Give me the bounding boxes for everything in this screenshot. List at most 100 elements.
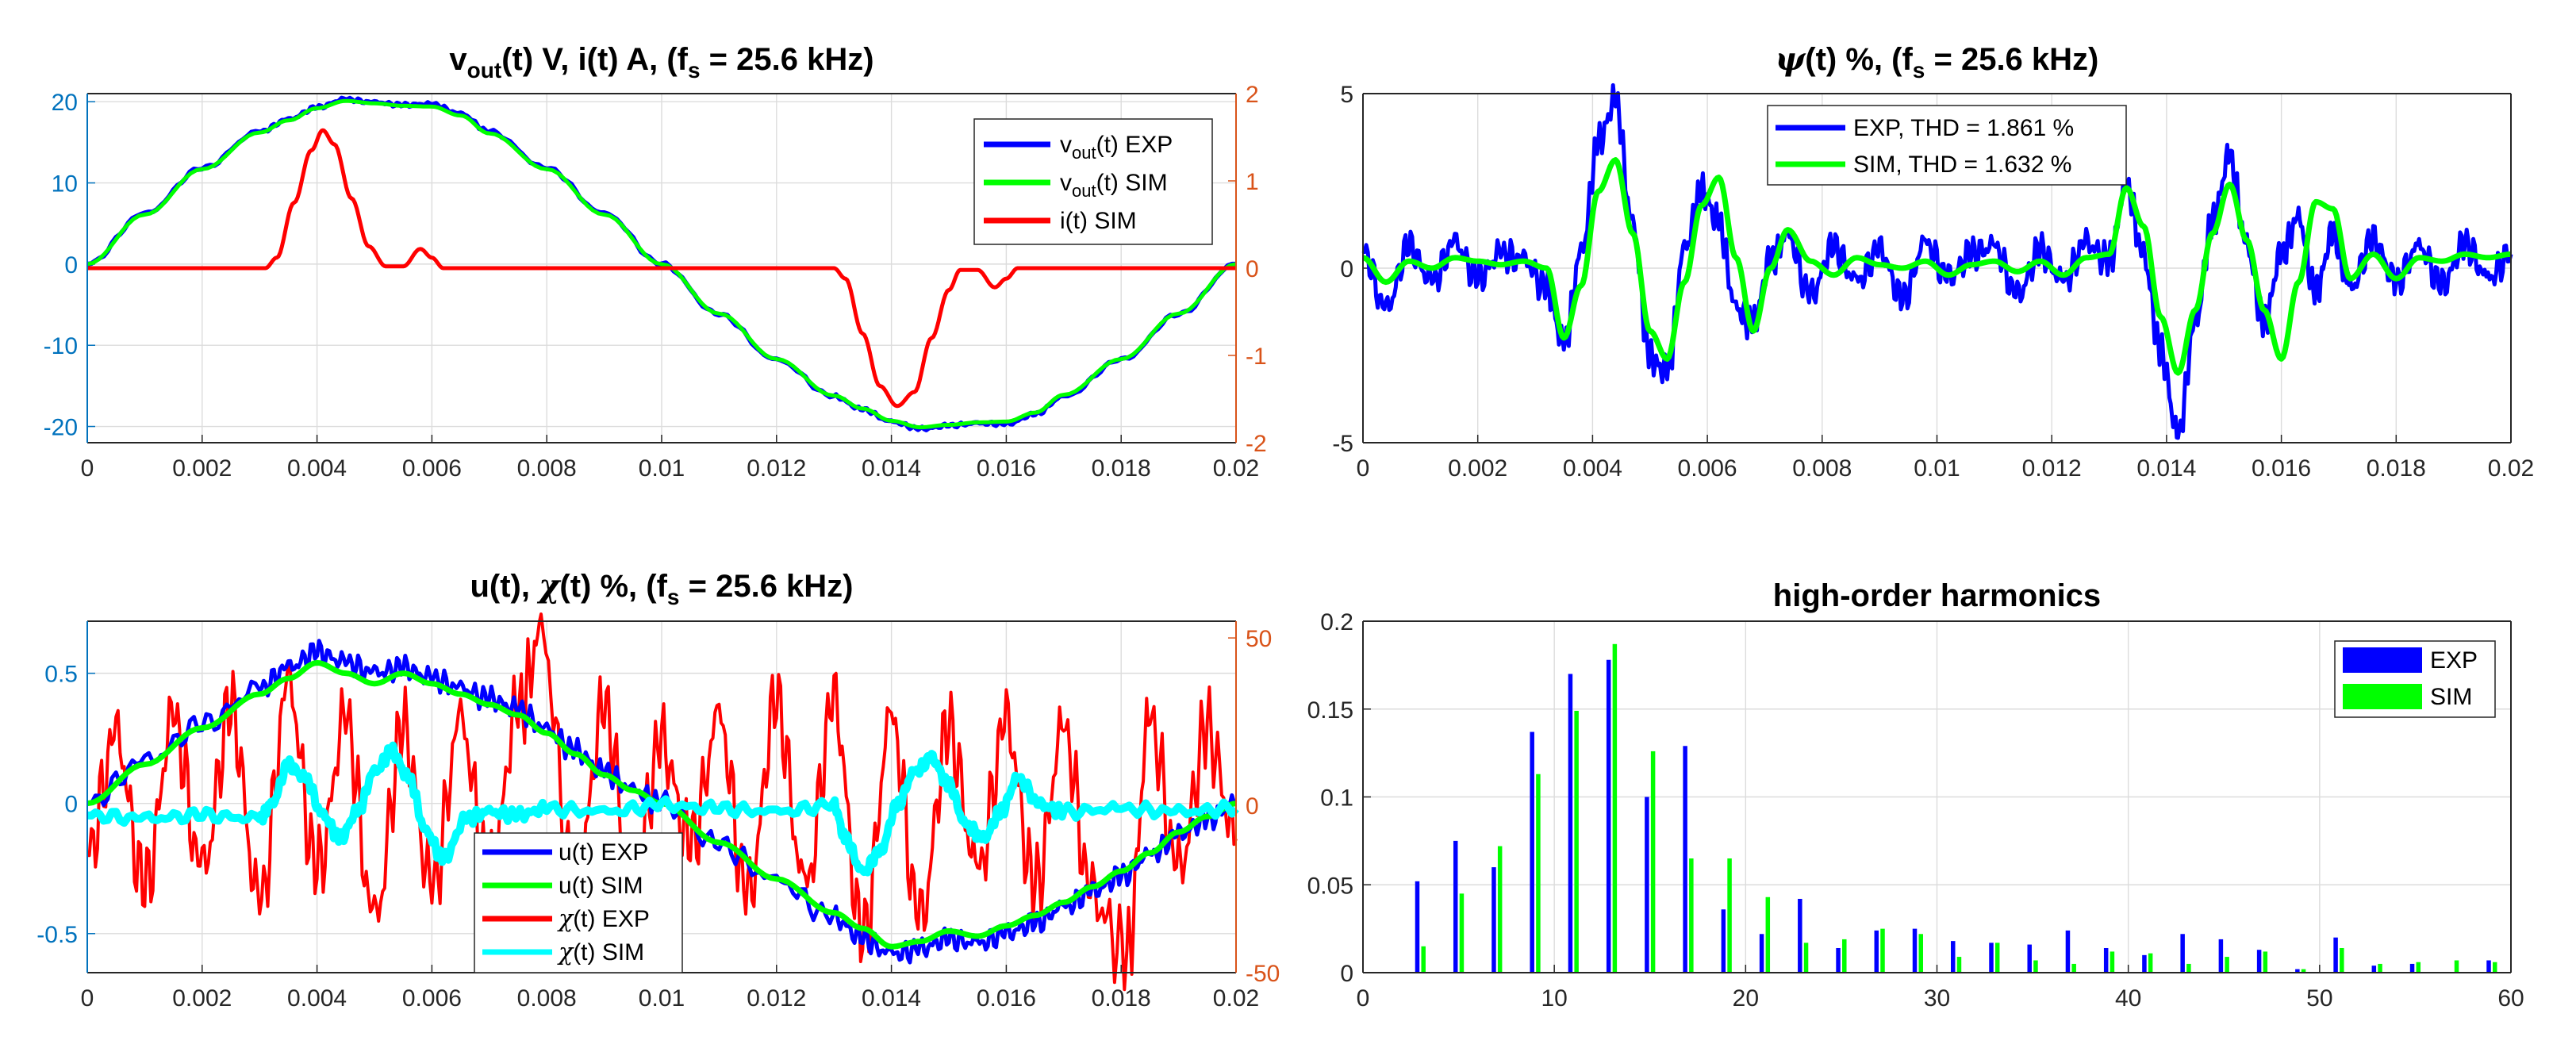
legend-text: (t) SIM	[1096, 170, 1168, 196]
vout-ytick-label: 0	[64, 252, 78, 278]
title-main: (t) %, (f	[1805, 42, 1913, 77]
bar-exp	[1415, 881, 1420, 973]
bar-sim	[1650, 751, 1656, 973]
bar-exp	[2218, 939, 2224, 973]
title-symbol: ψ	[1776, 40, 1806, 78]
panel-harmonics: 0 10 20 30 40 50 60 0 0.05 0.1 0.15 0.2 high-order h…	[1307, 578, 2524, 1012]
bar-sim	[1574, 710, 1579, 973]
bar-sim	[1994, 943, 2000, 973]
bar-exp	[2142, 954, 2147, 973]
bar-sim	[2186, 963, 2191, 973]
i-sim-line	[87, 128, 1236, 409]
u-y2tick-label: 50	[1246, 626, 1272, 652]
u-ytick-label: -0.5	[36, 922, 78, 948]
u-xtick-label: 0.002	[172, 985, 232, 1012]
u-ytick-label: 0.5	[44, 662, 78, 688]
vout-title: vout(t) V, i(t) A, (fs = 25.6 kHz)	[449, 42, 873, 83]
bar-sim	[1421, 946, 1426, 973]
title-main: = 25.6 kHz)	[701, 42, 874, 77]
bar-exp	[2256, 950, 2262, 973]
psi-xtick-label: 0.002	[1448, 455, 1507, 482]
bar-exp	[1836, 947, 1841, 973]
bar-exp	[1759, 934, 1764, 973]
u-title: u(t), χ(t) %, (fs = 25.6 kHz)	[470, 567, 853, 609]
bar-exp	[1530, 731, 1534, 973]
vout-xtick-label: 0.018	[1092, 455, 1151, 482]
bar-sim	[2148, 953, 2153, 973]
harm-ytick-label: 0.1	[1320, 785, 1353, 812]
vout-ytick-label: -10	[44, 333, 78, 359]
u-xtick-label: 0.006	[402, 985, 462, 1012]
legend-entry: χ(t) SIM	[557, 939, 644, 966]
bar-sim	[2263, 951, 2268, 973]
u-xtick-label: 0.004	[287, 985, 347, 1012]
u-y2tick-label: -50	[1246, 961, 1280, 987]
legend-subscript: out	[1072, 181, 1096, 201]
bar-exp	[2180, 934, 2185, 973]
legend-symbol: χ	[557, 939, 574, 966]
legend-entry: EXP, THD = 1.861 %	[1853, 115, 2074, 141]
title-main: v	[449, 42, 467, 77]
u-xtick-label: 0.012	[747, 985, 806, 1012]
title-main: = 25.6 kHz)	[680, 569, 854, 604]
bar-sim	[2416, 962, 2421, 973]
panel-psi: 0 0.002 0.004 0.006 0.008 0.01 0.012 0.014 0.016…	[1332, 40, 2534, 482]
vout-xtick-label: 0.012	[747, 455, 806, 482]
harm-ytick-label: 0.2	[1320, 609, 1353, 635]
title-subscript: out	[467, 58, 502, 83]
title-subscript: s	[1913, 58, 1925, 83]
harm-xtick-label: 60	[2497, 985, 2524, 1012]
psi-xtick-label: 0.018	[2367, 455, 2426, 482]
vout-y2tick-label: -2	[1246, 431, 1267, 457]
title-main: (t) %, (f	[559, 569, 667, 604]
psi-ytick-label: 5	[1340, 82, 1353, 108]
bar-sim	[2071, 963, 2076, 973]
harm-xtick-label: 10	[1541, 985, 1567, 1012]
vout-y2tick-label: -1	[1246, 344, 1267, 370]
vout-xtick-label: 0.02	[1213, 455, 1259, 482]
legend-entry: χ(t) EXP	[557, 905, 650, 933]
psi-ytick-label: -5	[1332, 431, 1353, 457]
vout-y2tick-label: 1	[1246, 169, 1259, 195]
legend-entry: vout(t) SIM	[1060, 170, 1168, 201]
bar-sim	[1459, 893, 1465, 973]
bar-sim	[1497, 846, 1503, 973]
bar-exp	[1568, 674, 1573, 973]
psi-xtick-label: 0.016	[2252, 455, 2311, 482]
bar-sim	[2301, 969, 2306, 973]
psi-sim-line	[1362, 157, 2512, 376]
title-subscript: s	[667, 585, 680, 609]
harm-xtick-label: 50	[2306, 985, 2332, 1012]
harm-xtick-label: 30	[1924, 985, 1950, 1012]
bar-sim	[2492, 962, 2497, 973]
legend-entry: SIM	[2430, 684, 2472, 710]
u-xtick-label: 0.016	[977, 985, 1036, 1012]
bar-exp	[2103, 947, 2109, 973]
vout-xtick-label: 0.016	[977, 455, 1036, 482]
bar-sim	[2110, 951, 2115, 973]
panel-vout: 0 0.002 0.004 0.006 0.008 0.01 0.012 0.014 0.016…	[44, 42, 1267, 482]
legend-swatch	[2343, 647, 2422, 673]
bar-exp	[1606, 659, 1611, 973]
panel-u: 0 0.002 0.004 0.006 0.008 0.01 0.012 0.014 0.016…	[36, 567, 1280, 1012]
bar-sim	[2340, 947, 2344, 973]
psi-ytick-label: 0	[1340, 256, 1353, 282]
psi-xtick-label: 0.004	[1563, 455, 1622, 482]
bar-sim	[1612, 643, 1618, 973]
vout-xtick-label: 0.002	[172, 455, 232, 482]
vout-ytick-label: -20	[44, 415, 78, 441]
harm-ytick-label: 0	[1340, 961, 1353, 987]
harm-xtick-label: 0	[1357, 985, 1370, 1012]
title-subscript: s	[688, 58, 701, 83]
bar-exp	[2065, 930, 2071, 973]
legend-symbol: χ	[557, 905, 574, 933]
bar-sim	[2225, 957, 2229, 973]
harmonics-title: high-order harmonics	[1773, 578, 2101, 613]
legend-swatch	[2343, 684, 2422, 709]
legend-entry: vout(t) EXP	[1060, 132, 1173, 163]
bar-sim	[1842, 939, 1847, 973]
bar-sim	[2378, 963, 2382, 973]
vout-y2tick-label: 0	[1246, 256, 1259, 282]
u-xtick-label: 0.008	[517, 985, 577, 1012]
